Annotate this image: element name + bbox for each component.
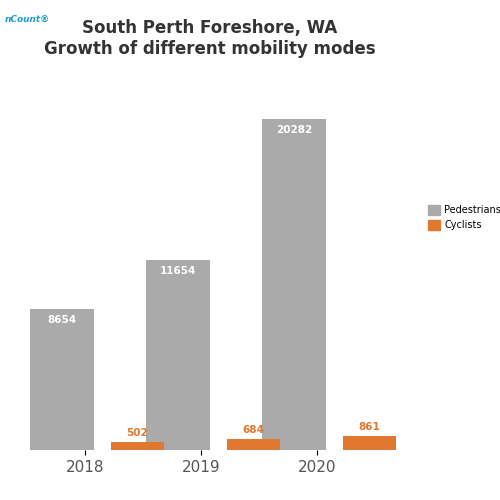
Text: 20282: 20282 xyxy=(276,125,312,135)
Bar xyxy=(112,442,164,450)
Text: 11654: 11654 xyxy=(160,266,196,276)
Bar xyxy=(30,309,94,450)
Bar xyxy=(344,436,396,450)
Bar xyxy=(228,439,280,450)
Text: nCount®: nCount® xyxy=(5,15,50,24)
Bar xyxy=(262,120,326,450)
Text: 861: 861 xyxy=(358,422,380,432)
Legend: Pedestrians, Cyclists: Pedestrians, Cyclists xyxy=(424,201,500,234)
Text: 8654: 8654 xyxy=(48,314,76,324)
Title: South Perth Foreshore, WA
Growth of different mobility modes: South Perth Foreshore, WA Growth of diff… xyxy=(44,20,376,58)
Bar xyxy=(146,260,210,450)
Text: 502: 502 xyxy=(126,428,148,438)
Text: 684: 684 xyxy=(242,425,264,435)
